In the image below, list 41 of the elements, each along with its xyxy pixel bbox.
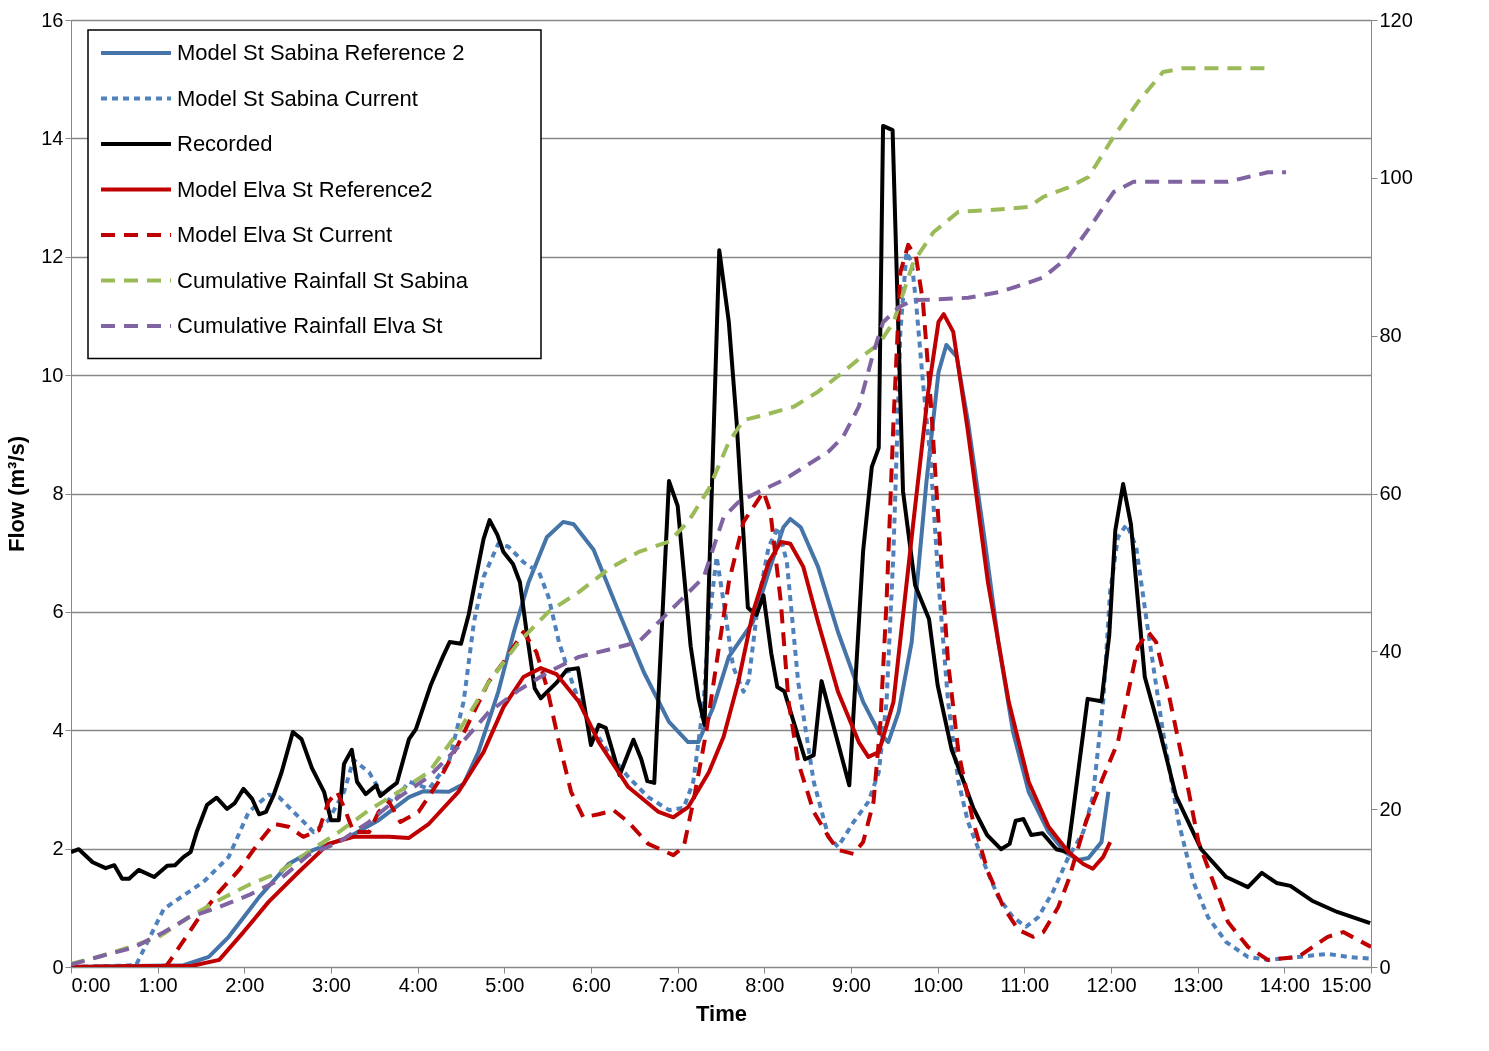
legend-label: Cumulative Rainfall Elva St: [177, 313, 443, 338]
x-tick-label: 3:00: [312, 973, 351, 996]
y-tick-label: 14: [41, 126, 64, 149]
x-tick-label: 8:00: [745, 973, 785, 996]
x-tick-label: 13:00: [1173, 973, 1224, 996]
y-tick-label: 8: [52, 482, 64, 504]
y2-tick-label: 120: [1379, 8, 1413, 31]
legend-label: Model St Sabina Reference 2: [177, 40, 465, 65]
legend-label: Model Elva St Current: [177, 222, 393, 247]
x-tick-label: 9:00: [832, 973, 871, 996]
legend-label: Model St Sabina Current: [177, 85, 418, 111]
x-tick-label: 12:00: [1086, 973, 1137, 996]
y2-tick-label: 60: [1379, 482, 1402, 504]
legend-label: Recorded: [177, 131, 273, 156]
y2-tick-label: 100: [1379, 166, 1413, 189]
x-tick-label: 10:00: [913, 973, 964, 996]
y2-tick-label: 0: [1379, 955, 1391, 978]
legend-label: Model Elva St Reference2: [177, 176, 433, 202]
y-axis-title: Flow (m³/s): [4, 435, 30, 553]
y-tick-label: 12: [41, 245, 64, 268]
y-tick-label: 0: [52, 955, 64, 978]
legend-label: Cumulative Rainfall St Sabina: [177, 267, 469, 293]
x-tick-label: 5:00: [485, 973, 525, 996]
y2-tick-label: 40: [1379, 639, 1402, 662]
x-tick-label: 15:00: [1321, 973, 1372, 996]
y-tick-label: 2: [52, 837, 64, 860]
y-tick-label: 6: [52, 600, 64, 623]
x-tick-label: 11:00: [1000, 973, 1050, 996]
y-tick-label: 10: [41, 363, 64, 386]
x-tick-label: 2:00: [225, 973, 265, 996]
y-tick-label: 16: [41, 8, 64, 31]
y2-tick-label: 80: [1379, 324, 1402, 347]
x-tick-label: 0:00: [71, 973, 111, 996]
x-axis-title: Time: [696, 1000, 747, 1026]
x-tick-label: 7:00: [658, 973, 698, 996]
x-tick-label: 6:00: [572, 973, 611, 996]
x-tick-label: 1:00: [138, 973, 178, 996]
x-tick-label: 14:00: [1259, 973, 1310, 996]
x-tick-label: 4:00: [398, 973, 438, 996]
y2-tick-label: 20: [1379, 797, 1402, 820]
y-tick-label: 4: [52, 718, 64, 741]
